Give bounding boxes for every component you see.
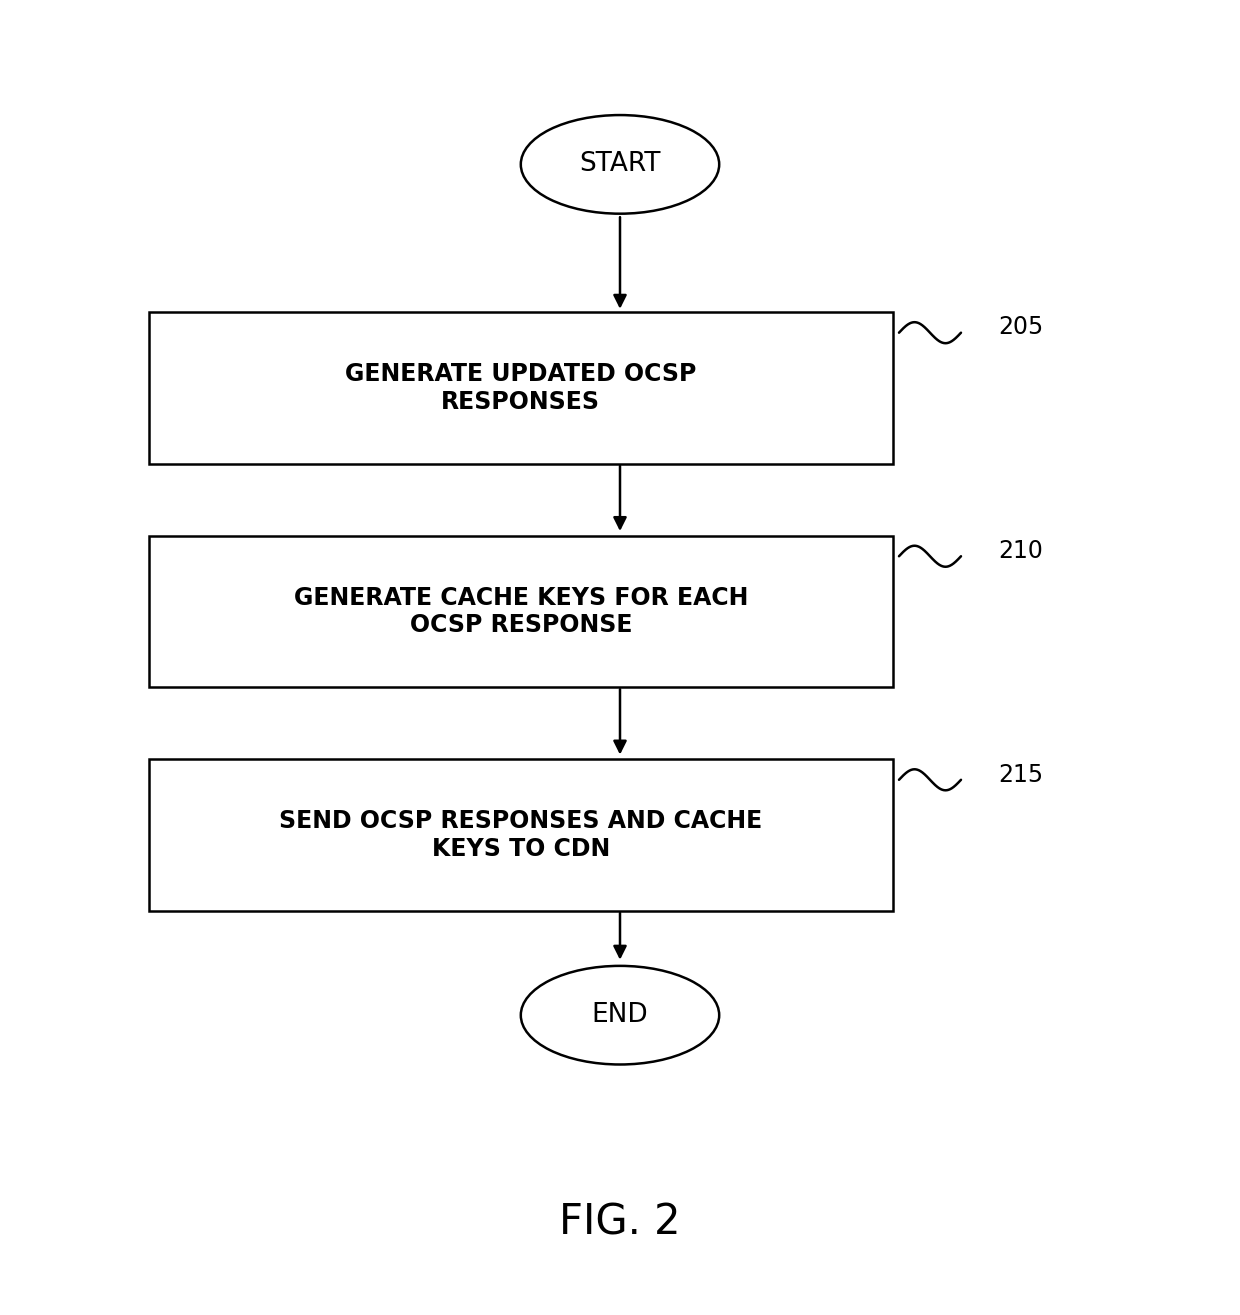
- Text: 210: 210: [998, 539, 1043, 563]
- Text: 215: 215: [998, 763, 1043, 786]
- FancyBboxPatch shape: [149, 313, 893, 464]
- Text: 205: 205: [998, 316, 1043, 339]
- Text: GENERATE UPDATED OCSP
RESPONSES: GENERATE UPDATED OCSP RESPONSES: [345, 362, 697, 414]
- Text: START: START: [579, 151, 661, 178]
- FancyBboxPatch shape: [149, 537, 893, 686]
- FancyBboxPatch shape: [149, 760, 893, 910]
- Text: END: END: [591, 1002, 649, 1028]
- Text: SEND OCSP RESPONSES AND CACHE
KEYS TO CDN: SEND OCSP RESPONSES AND CACHE KEYS TO CD…: [279, 809, 763, 861]
- Ellipse shape: [521, 116, 719, 214]
- Text: GENERATE CACHE KEYS FOR EACH
OCSP RESPONSE: GENERATE CACHE KEYS FOR EACH OCSP RESPON…: [294, 585, 748, 638]
- Ellipse shape: [521, 965, 719, 1065]
- Text: FIG. 2: FIG. 2: [559, 1202, 681, 1244]
